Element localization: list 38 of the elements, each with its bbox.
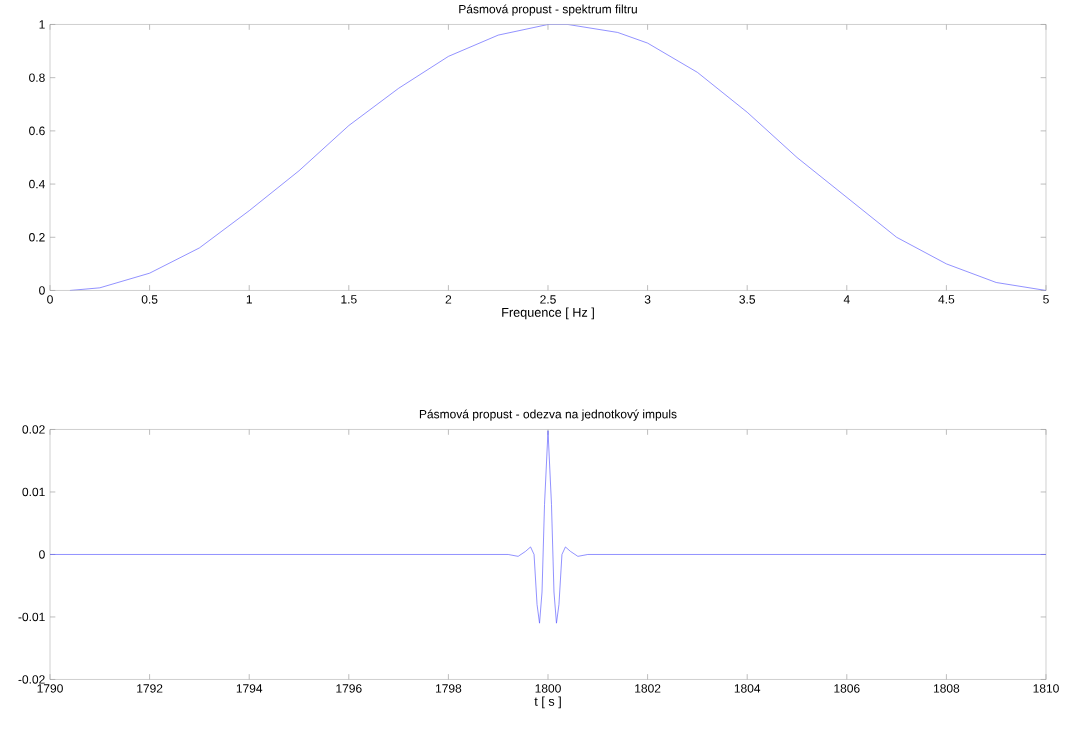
y-tick-label: 0.6 [29, 126, 45, 135]
x-tick-label: 0 [47, 294, 53, 304]
x-tick-label: 1.5 [341, 294, 357, 304]
y-tick-label: 0 [39, 549, 45, 559]
y-tick-label: 0.01 [22, 487, 45, 496]
y-tick-label: 0 [39, 285, 45, 295]
x-tick-label: 1808 [933, 683, 960, 693]
x-tick-label: 4.5 [938, 294, 955, 304]
line-series [50, 430, 1046, 624]
x-tick-label: 3 [644, 294, 651, 304]
y-tick-label: 0.2 [29, 232, 45, 242]
x-tick-label: 1798 [435, 683, 462, 693]
x-tick-label: 2 [445, 294, 452, 304]
y-tick-label: -0.01 [18, 612, 45, 621]
y-tick-label: 0.8 [29, 73, 45, 82]
x-axis-title: t [ s ] [534, 696, 561, 709]
x-tick-label: 1 [246, 294, 252, 304]
x-tick-label: 1794 [236, 683, 263, 693]
y-tick-label: 1 [39, 20, 45, 29]
x-tick-label: 1790 [37, 683, 63, 693]
x-tick-label: 1802 [635, 683, 661, 693]
x-tick-label: 1796 [336, 683, 362, 693]
x-tick-label: 1804 [734, 683, 761, 693]
chart-title: Pásmová propust - spektrum filtru [459, 4, 637, 16]
y-tick-label: 0.02 [22, 424, 45, 434]
x-axis-title: Frequence [ Hz ] [502, 307, 594, 320]
x-tick-label: 2.5 [540, 294, 556, 304]
x-tick-label: 1806 [834, 683, 860, 693]
x-tick-label: 1810 [1033, 683, 1059, 693]
y-tick-label: 0.4 [29, 179, 45, 189]
x-tick-label: 4 [843, 294, 850, 304]
x-tick-label: 0.5 [141, 294, 158, 304]
y-tick-label: -0.02 [18, 674, 45, 684]
chart-title: Pásmová propust - odezva na jednotkový impuls [419, 409, 677, 421]
x-tick-label: 1792 [137, 683, 163, 693]
x-tick-label: 5 [1043, 294, 1049, 304]
x-tick-label: 1800 [535, 683, 561, 693]
x-tick-label: 3.5 [739, 294, 756, 304]
